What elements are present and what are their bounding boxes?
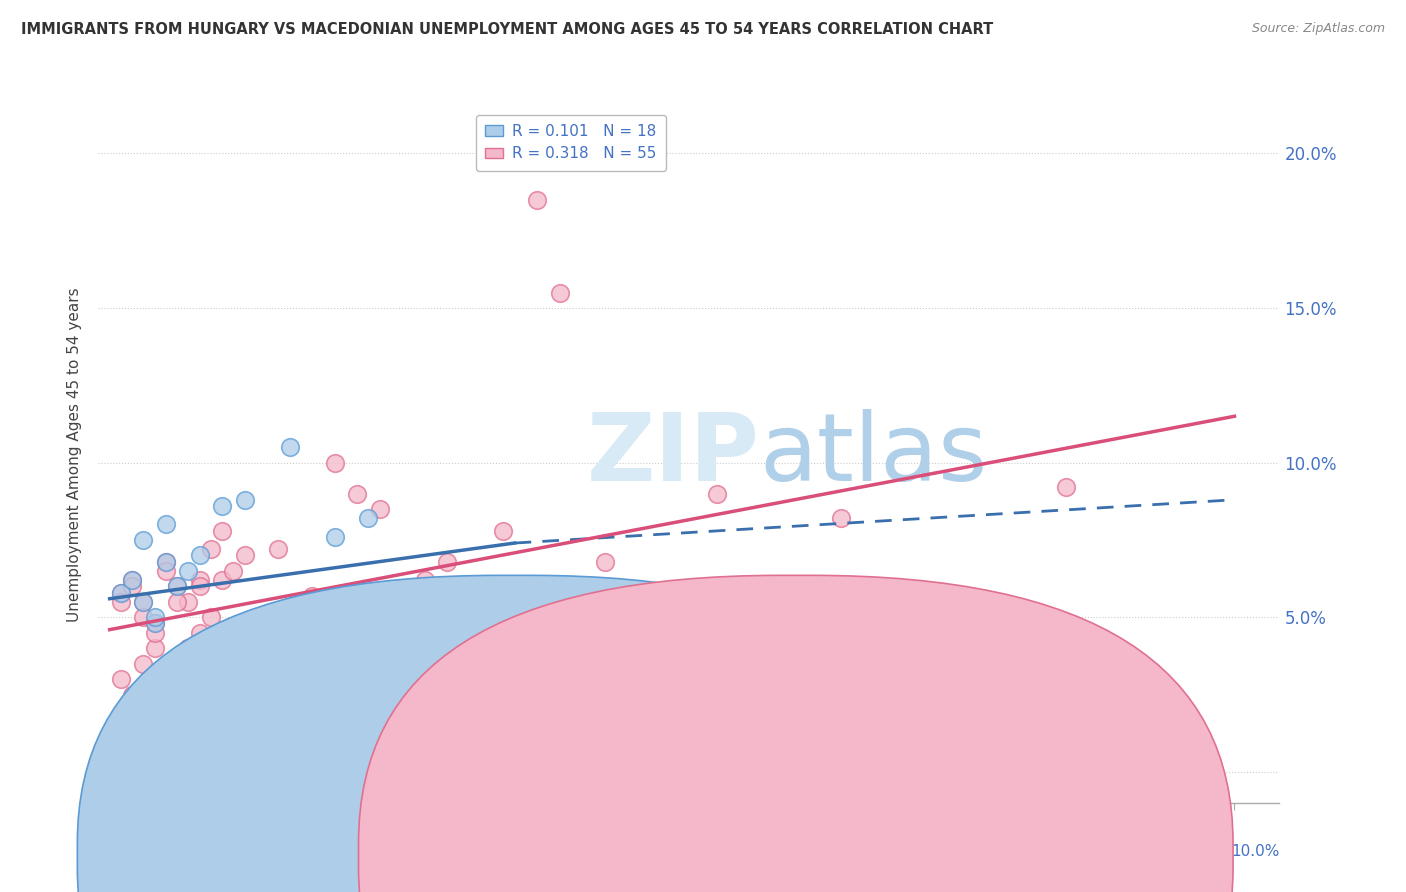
Point <box>132 657 155 671</box>
Point <box>155 555 177 569</box>
Point <box>188 625 211 640</box>
Point <box>211 499 233 513</box>
Point <box>177 641 200 656</box>
Point <box>166 579 188 593</box>
Point <box>121 573 143 587</box>
Point <box>110 595 132 609</box>
Point <box>177 641 200 656</box>
Point <box>155 564 177 578</box>
Point <box>155 517 177 532</box>
Point <box>436 555 458 569</box>
Point <box>346 486 368 500</box>
Point <box>188 573 211 587</box>
Point <box>110 672 132 686</box>
Point <box>110 585 132 599</box>
Point <box>166 579 188 593</box>
Point <box>830 511 852 525</box>
Point <box>143 616 166 631</box>
Point <box>548 722 571 736</box>
Point <box>211 573 233 587</box>
Point <box>380 641 402 656</box>
Point <box>177 595 200 609</box>
Point <box>773 635 796 649</box>
Text: Source: ZipAtlas.com: Source: ZipAtlas.com <box>1251 22 1385 36</box>
Point <box>121 688 143 702</box>
Point <box>188 549 211 563</box>
Point <box>222 564 245 578</box>
Legend: R = 0.101   N = 18, R = 0.318   N = 55: R = 0.101 N = 18, R = 0.318 N = 55 <box>475 115 666 170</box>
Point <box>470 635 492 649</box>
Point <box>155 672 177 686</box>
Point <box>526 193 548 207</box>
Y-axis label: Unemployment Among Ages 45 to 54 years: Unemployment Among Ages 45 to 54 years <box>66 287 82 623</box>
Point <box>143 616 166 631</box>
Point <box>200 610 222 624</box>
Text: 10.0%: 10.0% <box>1232 845 1279 859</box>
Point <box>548 285 571 300</box>
Point <box>1054 480 1077 494</box>
Point <box>166 595 188 609</box>
Point <box>121 579 143 593</box>
Point <box>368 502 391 516</box>
Point <box>290 648 312 662</box>
Point <box>301 697 323 711</box>
Text: ZIP: ZIP <box>586 409 759 501</box>
Point <box>413 573 436 587</box>
Point <box>301 589 323 603</box>
Point <box>177 564 200 578</box>
Point <box>323 456 346 470</box>
Point <box>132 533 155 547</box>
Point <box>188 579 211 593</box>
Point <box>267 542 290 557</box>
Point <box>200 542 222 557</box>
Text: Immigrants from Hungary: Immigrants from Hungary <box>534 845 733 859</box>
Point <box>278 657 301 671</box>
Point <box>200 665 222 680</box>
Point <box>245 657 267 671</box>
Point <box>323 530 346 544</box>
Point <box>143 610 166 624</box>
Point <box>143 641 166 656</box>
Point <box>132 610 155 624</box>
Point <box>143 625 166 640</box>
Point <box>458 641 481 656</box>
Point <box>706 486 728 500</box>
Point <box>233 678 256 692</box>
Point <box>661 595 683 609</box>
Point <box>233 492 256 507</box>
Point <box>526 672 548 686</box>
Point <box>110 585 132 599</box>
Point <box>593 555 616 569</box>
Point <box>492 524 515 538</box>
Point <box>121 573 143 587</box>
Text: 0.0%: 0.0% <box>98 845 138 859</box>
Text: IMMIGRANTS FROM HUNGARY VS MACEDONIAN UNEMPLOYMENT AMONG AGES 45 TO 54 YEARS COR: IMMIGRANTS FROM HUNGARY VS MACEDONIAN UN… <box>21 22 994 37</box>
Point <box>233 549 256 563</box>
Point <box>132 595 155 609</box>
Point <box>211 524 233 538</box>
Point <box>357 511 380 525</box>
Point <box>278 440 301 454</box>
Text: Macedonians: Macedonians <box>818 845 918 859</box>
Point <box>155 555 177 569</box>
Point <box>132 595 155 609</box>
Point <box>166 688 188 702</box>
Text: atlas: atlas <box>759 409 988 501</box>
